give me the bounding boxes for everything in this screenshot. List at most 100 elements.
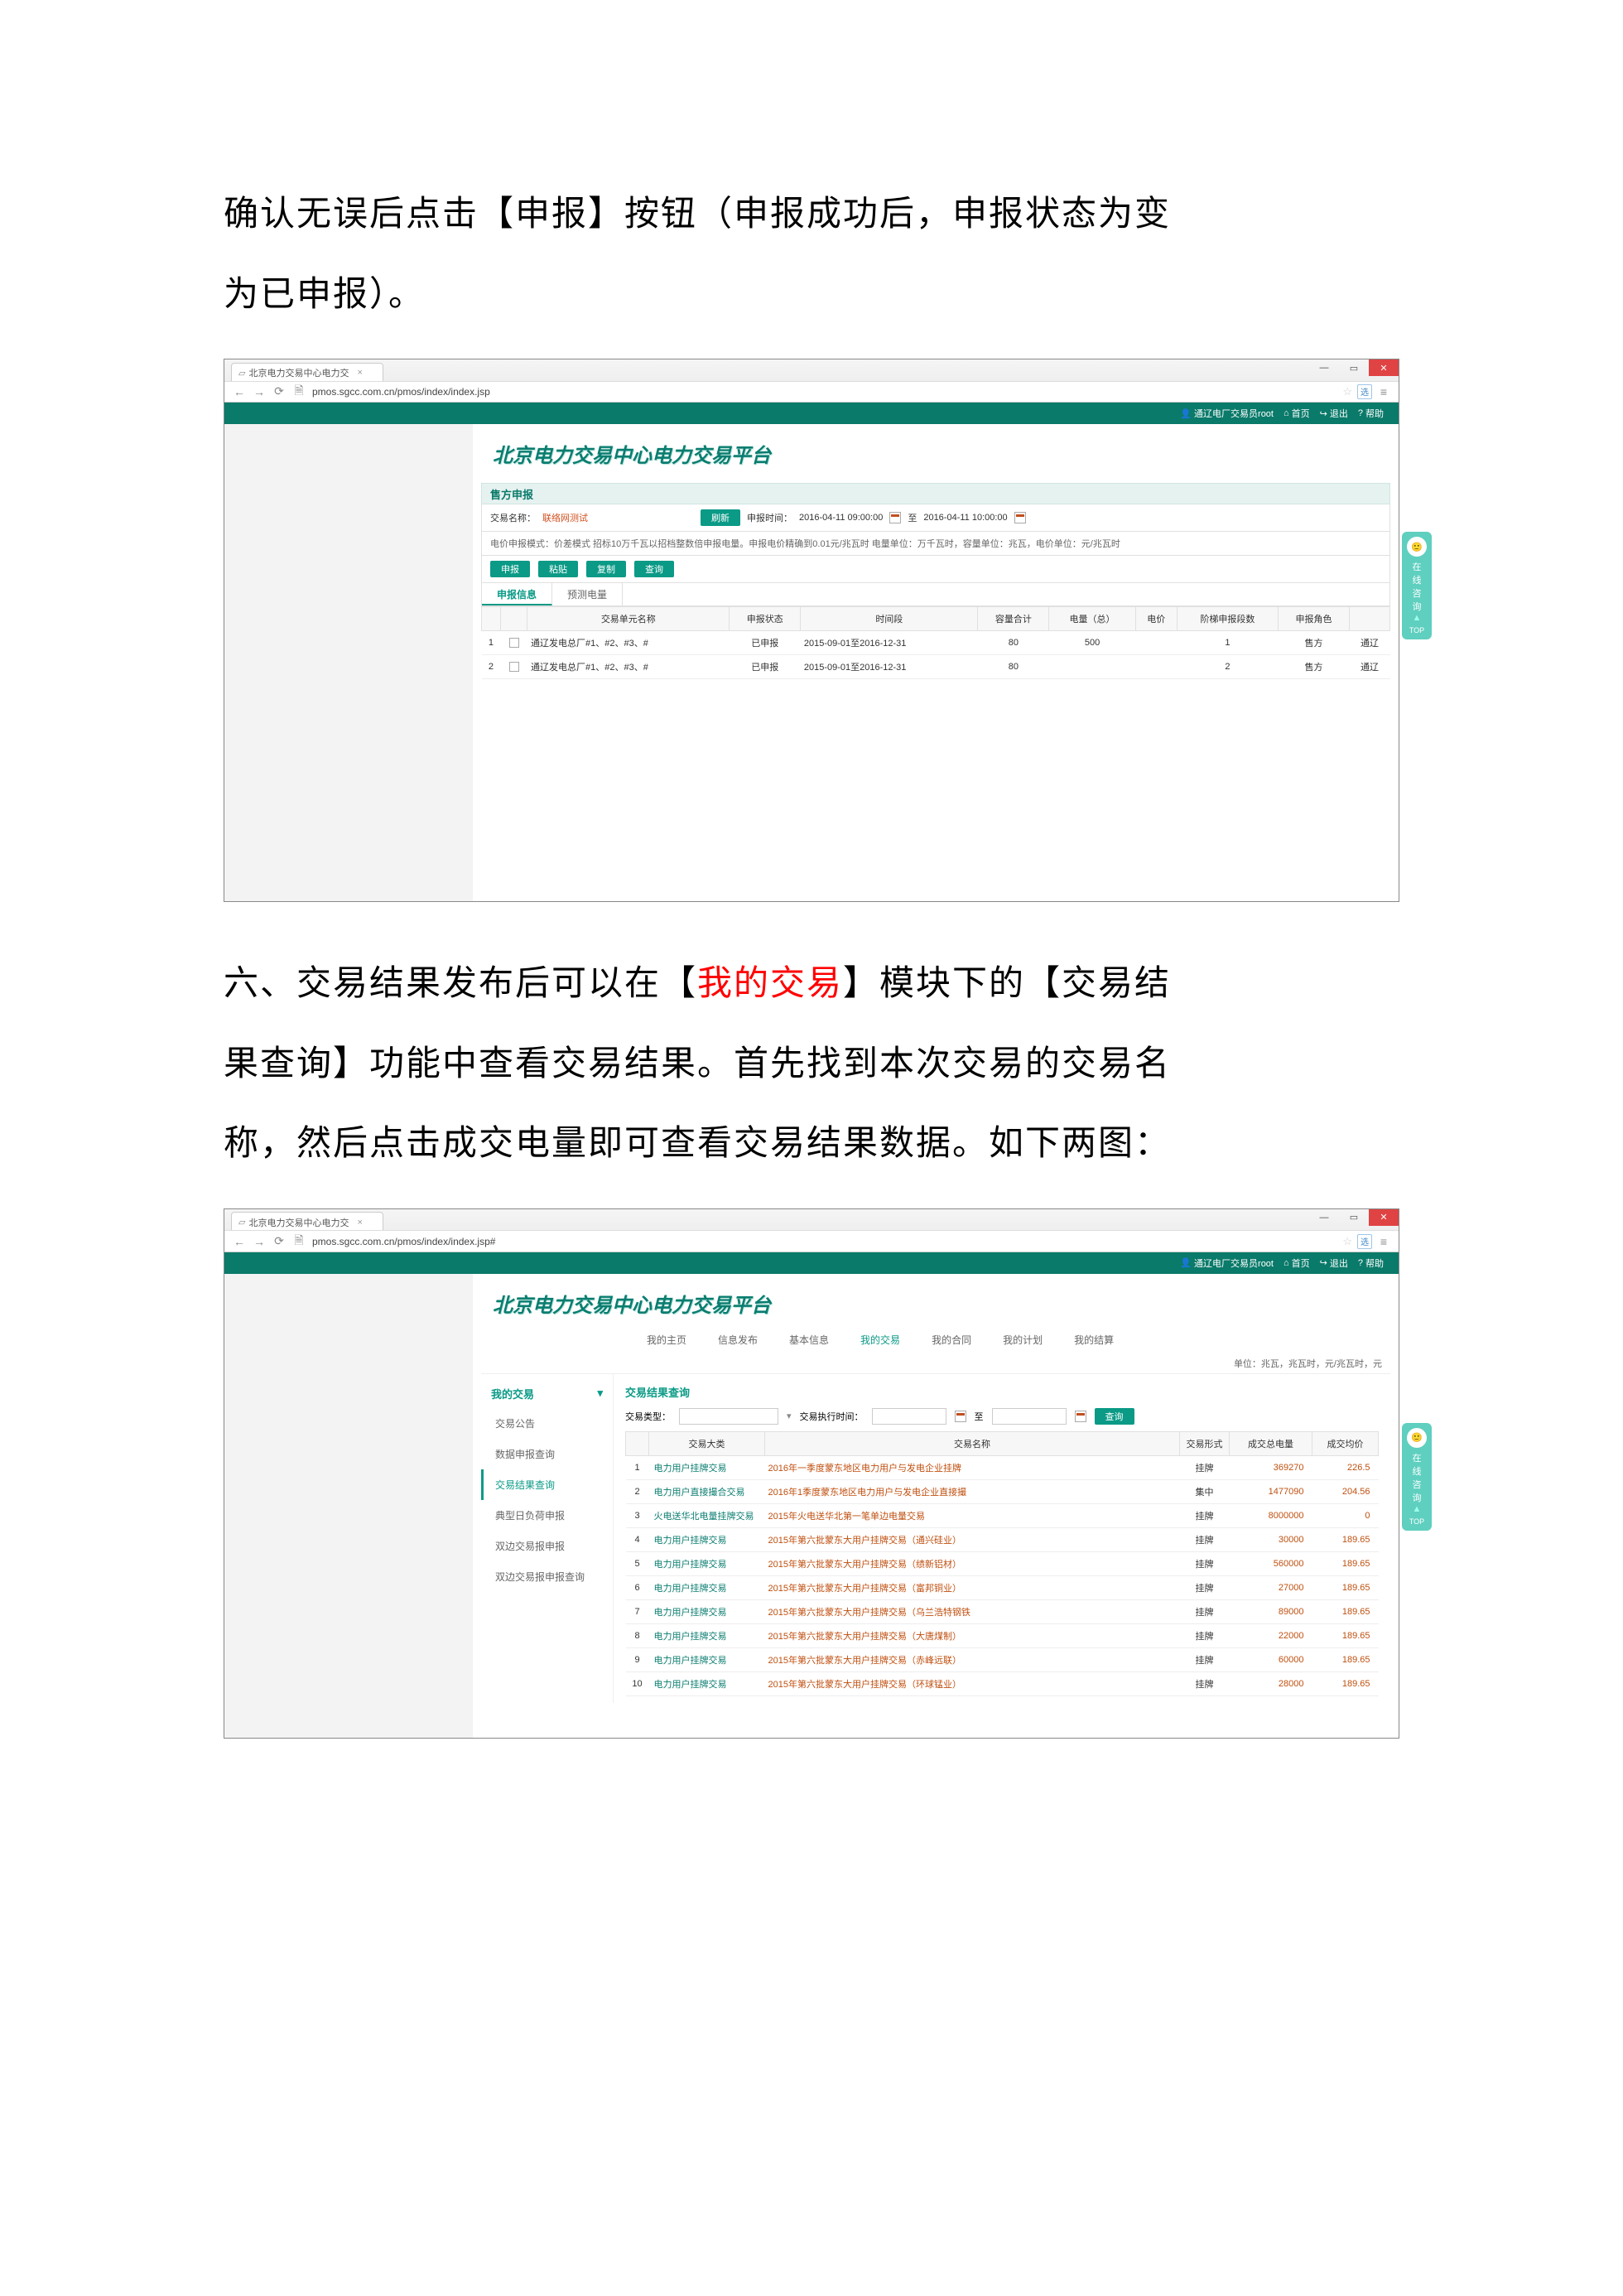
back-icon[interactable]: ← bbox=[233, 385, 246, 398]
trade-name-link[interactable]: 2015年第六批蒙东大用户挂牌交易（大唐煤制） bbox=[765, 1623, 1180, 1647]
paste-button[interactable]: 粘贴 bbox=[538, 561, 578, 577]
deal-qty-link[interactable]: 560000 bbox=[1230, 1551, 1312, 1575]
forward-icon[interactable]: → bbox=[253, 385, 266, 398]
table-row[interactable]: 2通辽发电总厂#1、#2、#3、#已申报2015-09-01至2016-12-3… bbox=[482, 655, 1390, 679]
table-row[interactable]: 9电力用户挂牌交易2015年第六批蒙东大用户挂牌交易（赤峰远联）挂牌600001… bbox=[626, 1647, 1379, 1671]
sidebar-item[interactable]: 数据申报查询 bbox=[481, 1439, 613, 1469]
calendar-icon[interactable] bbox=[955, 1411, 966, 1422]
topbar-home[interactable]: ⌂ 首页 bbox=[1283, 1257, 1310, 1270]
calendar-icon[interactable] bbox=[1075, 1411, 1086, 1422]
menu-settlement[interactable]: 我的结算 bbox=[1074, 1333, 1114, 1347]
address-url[interactable]: pmos.sgcc.com.cn/pmos/index/index.jsp# bbox=[312, 1236, 495, 1247]
sidebar-title[interactable]: 我的交易 ▾ bbox=[481, 1379, 613, 1408]
trade-name-link[interactable]: 2015年第六批蒙东大用户挂牌交易（乌兰浩特钢铁 bbox=[765, 1599, 1180, 1623]
menu-icon[interactable]: ≡ bbox=[1377, 385, 1390, 398]
deal-qty-link[interactable]: 89000 bbox=[1230, 1599, 1312, 1623]
deal-qty-link[interactable]: 27000 bbox=[1230, 1575, 1312, 1599]
trade-name-link[interactable]: 2015年第六批蒙东大用户挂牌交易（绩新铝材） bbox=[765, 1551, 1180, 1575]
topbar-logout[interactable]: ↪ 退出 bbox=[1320, 407, 1348, 420]
tab-forecast[interactable]: 预测电量 bbox=[552, 583, 623, 605]
table-row[interactable]: 3火电送华北电量挂牌交易2015年火电送华北第一笔单边电量交易挂牌8000000… bbox=[626, 1503, 1379, 1527]
sidebar-item[interactable]: 双边交易报申报 bbox=[481, 1531, 613, 1561]
sidebar-item[interactable]: 双边交易报申报查询 bbox=[481, 1561, 613, 1592]
topbar-logout[interactable]: ↪ 退出 bbox=[1320, 1257, 1348, 1270]
table-row[interactable]: 4电力用户挂牌交易2015年第六批蒙东大用户挂牌交易（通兴硅业）挂牌300001… bbox=[626, 1527, 1379, 1551]
table-row[interactable]: 6电力用户挂牌交易2015年第六批蒙东大用户挂牌交易（富邦铜业）挂牌270001… bbox=[626, 1575, 1379, 1599]
browser-tab[interactable]: ▱ 北京电力交易中心电力交 × bbox=[231, 363, 383, 381]
tab-close-icon[interactable]: × bbox=[357, 368, 362, 378]
deal-qty-link[interactable]: 60000 bbox=[1230, 1647, 1312, 1671]
deal-qty-link[interactable]: 22000 bbox=[1230, 1623, 1312, 1647]
table-row[interactable]: 2电力用户直接撮合交易2016年1季度蒙东地区电力用户与发电企业直接撮集中147… bbox=[626, 1479, 1379, 1503]
tab-report-info[interactable]: 申报信息 bbox=[482, 583, 552, 605]
row-checkbox[interactable] bbox=[500, 655, 527, 679]
trade-category-link[interactable]: 电力用户挂牌交易 bbox=[649, 1671, 765, 1695]
sidebar-item[interactable]: 交易公告 bbox=[481, 1408, 613, 1439]
tab-close-icon[interactable]: × bbox=[357, 1218, 362, 1228]
table-row[interactable]: 5电力用户挂牌交易2015年第六批蒙东大用户挂牌交易（绩新铝材）挂牌560000… bbox=[626, 1551, 1379, 1575]
trade-category-link[interactable]: 电力用户直接撮合交易 bbox=[649, 1479, 765, 1503]
deal-qty-link[interactable]: 8000000 bbox=[1230, 1503, 1312, 1527]
topbar-help[interactable]: ? 帮助 bbox=[1358, 407, 1384, 420]
submit-button[interactable]: 申报 bbox=[490, 561, 530, 577]
deal-qty-link[interactable]: 30000 bbox=[1230, 1527, 1312, 1551]
back-icon[interactable]: ← bbox=[233, 1235, 246, 1248]
row-checkbox[interactable] bbox=[500, 631, 527, 655]
window-close-button[interactable]: ✕ bbox=[1369, 1209, 1399, 1226]
calendar-icon[interactable] bbox=[1014, 512, 1026, 523]
trade-category-link[interactable]: 电力用户挂牌交易 bbox=[649, 1623, 765, 1647]
trade-category-link[interactable]: 电力用户挂牌交易 bbox=[649, 1575, 765, 1599]
trade-name-link[interactable]: 2015年第六批蒙东大用户挂牌交易（环球锰业） bbox=[765, 1671, 1180, 1695]
menu-home[interactable]: 我的主页 bbox=[647, 1333, 686, 1347]
trade-name-link[interactable]: 2015年第六批蒙东大用户挂牌交易（富邦铜业） bbox=[765, 1575, 1180, 1599]
calendar-icon[interactable] bbox=[889, 512, 901, 523]
topbar-help[interactable]: ? 帮助 bbox=[1358, 1257, 1384, 1270]
trade-category-link[interactable]: 电力用户挂牌交易 bbox=[649, 1527, 765, 1551]
query-button[interactable]: 查询 bbox=[634, 561, 674, 577]
refresh-button[interactable]: 刷新 bbox=[701, 509, 740, 526]
window-max-button[interactable]: ▭ bbox=[1339, 359, 1369, 376]
sidebar-item[interactable]: 交易结果查询 bbox=[481, 1469, 613, 1500]
browser-tab[interactable]: ▱ 北京电力交易中心电力交 × bbox=[231, 1212, 383, 1230]
deal-qty-link[interactable]: 28000 bbox=[1230, 1671, 1312, 1695]
forward-icon[interactable]: → bbox=[253, 1235, 266, 1248]
date-to-input[interactable] bbox=[992, 1408, 1067, 1425]
copy-button[interactable]: 复制 bbox=[586, 561, 626, 577]
bookmark-icon[interactable]: ☆ bbox=[1342, 385, 1352, 398]
trade-category-link[interactable]: 电力用户挂牌交易 bbox=[649, 1455, 765, 1479]
trade-category-link[interactable]: 电力用户挂牌交易 bbox=[649, 1647, 765, 1671]
menu-info[interactable]: 信息发布 bbox=[718, 1333, 758, 1347]
deal-qty-link[interactable]: 369270 bbox=[1230, 1455, 1312, 1479]
topbar-user[interactable]: 👤 通辽电厂交易员root bbox=[1180, 407, 1274, 420]
table-row[interactable]: 8电力用户挂牌交易2015年第六批蒙东大用户挂牌交易（大唐煤制）挂牌220001… bbox=[626, 1623, 1379, 1647]
bookmark-icon[interactable]: ☆ bbox=[1342, 1235, 1352, 1248]
deal-qty-link[interactable]: 1477090 bbox=[1230, 1479, 1312, 1503]
table-row[interactable]: 1电力用户挂牌交易2016年一季度蒙东地区电力用户与发电企业挂牌挂牌369270… bbox=[626, 1455, 1379, 1479]
menu-plan[interactable]: 我的计划 bbox=[1003, 1333, 1043, 1347]
chat-widget[interactable]: 🙂 在 线 咨 询 ▲ TOP bbox=[1402, 1423, 1432, 1531]
table-row[interactable]: 7电力用户挂牌交易2015年第六批蒙东大用户挂牌交易（乌兰浩特钢铁挂牌89000… bbox=[626, 1599, 1379, 1623]
window-close-button[interactable]: ✕ bbox=[1369, 359, 1399, 376]
trade-category-link[interactable]: 火电送华北电量挂牌交易 bbox=[649, 1503, 765, 1527]
extension-icon[interactable]: 选 bbox=[1357, 384, 1372, 399]
trade-category-link[interactable]: 电力用户挂牌交易 bbox=[649, 1551, 765, 1575]
table-row[interactable]: 1通辽发电总厂#1、#2、#3、#已申报2015-09-01至2016-12-3… bbox=[482, 631, 1390, 655]
address-url[interactable]: pmos.sgcc.com.cn/pmos/index/index.jsp bbox=[312, 386, 490, 398]
menu-icon[interactable]: ≡ bbox=[1377, 1235, 1390, 1248]
reload-icon[interactable]: ⟳ bbox=[272, 1235, 286, 1248]
menu-basic[interactable]: 基本信息 bbox=[789, 1333, 829, 1347]
trade-name-link[interactable]: 2015年第六批蒙东大用户挂牌交易（通兴硅业） bbox=[765, 1527, 1180, 1551]
topbar-home[interactable]: ⌂ 首页 bbox=[1283, 407, 1310, 420]
trade-name-link[interactable]: 2015年第六批蒙东大用户挂牌交易（赤峰远联） bbox=[765, 1647, 1180, 1671]
sidebar-item[interactable]: 典型日负荷申报 bbox=[481, 1500, 613, 1531]
menu-my-trade[interactable]: 我的交易 bbox=[860, 1333, 900, 1347]
topbar-user[interactable]: 👤 通辽电厂交易员root bbox=[1180, 1257, 1274, 1270]
trade-name-link[interactable]: 2016年1季度蒙东地区电力用户与发电企业直接撮 bbox=[765, 1479, 1180, 1503]
chat-widget[interactable]: 🙂 在 线 咨 询 ▲ TOP bbox=[1402, 532, 1432, 639]
extension-icon[interactable]: 选 bbox=[1357, 1234, 1372, 1249]
trade-name-link[interactable]: 2015年火电送华北第一笔单边电量交易 bbox=[765, 1503, 1180, 1527]
window-min-button[interactable]: — bbox=[1309, 359, 1339, 376]
trade-type-select[interactable] bbox=[679, 1408, 778, 1425]
reload-icon[interactable]: ⟳ bbox=[272, 385, 286, 398]
table-row[interactable]: 10电力用户挂牌交易2015年第六批蒙东大用户挂牌交易（环球锰业）挂牌28000… bbox=[626, 1671, 1379, 1695]
